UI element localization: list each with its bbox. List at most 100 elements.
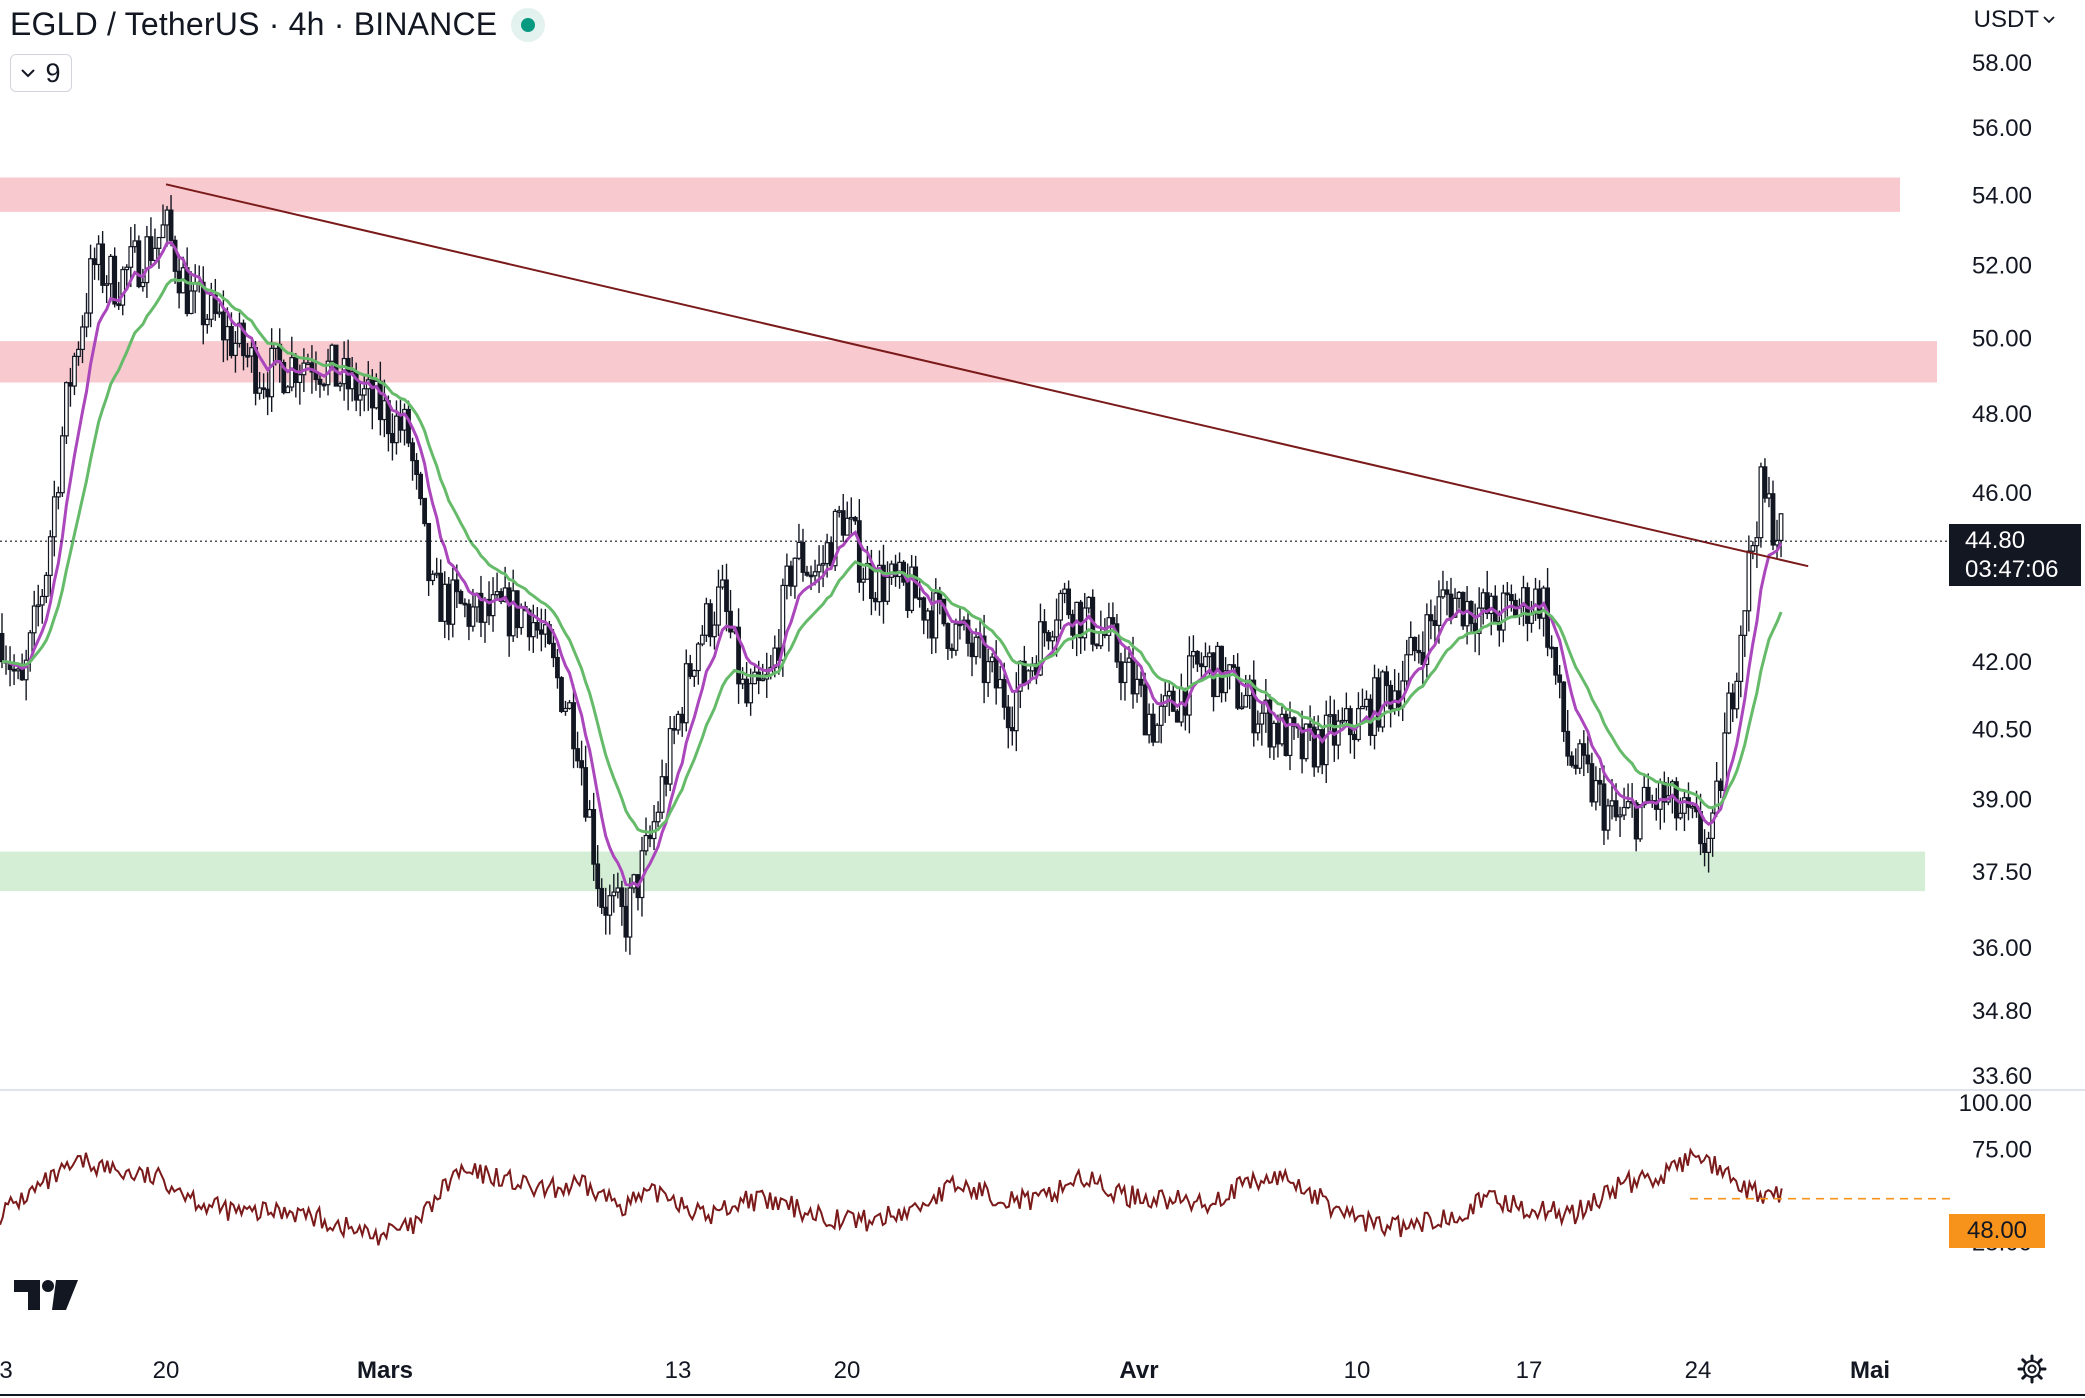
symbol-title[interactable]: EGLD / TetherUS · 4h · BINANCE	[10, 6, 498, 42]
candle-body	[559, 677, 564, 712]
candle-body	[76, 348, 81, 357]
current-price-label: 44.80 03:47:06	[1949, 524, 2081, 586]
price-tick-label: 37.50	[1972, 859, 2032, 886]
indicators-toggle-button[interactable]: 9	[10, 54, 72, 92]
candle-body	[47, 536, 53, 577]
candle-body	[1158, 705, 1164, 726]
candle-body	[1440, 589, 1446, 598]
candle-body	[852, 516, 858, 522]
time-tick-label: Mars	[357, 1357, 413, 1384]
candle-body	[1251, 679, 1257, 734]
candle-body	[269, 347, 275, 398]
candle-body	[856, 520, 862, 583]
candle-body	[1166, 690, 1172, 697]
price-tick-label: 54.00	[1972, 183, 2032, 210]
price-tick-label: 33.60	[1972, 1063, 2032, 1090]
candle-body	[1138, 678, 1144, 686]
candle-body	[683, 663, 689, 724]
candle-body	[124, 266, 130, 271]
candle-body	[957, 623, 963, 627]
rsi-tick-label: 100.00	[1959, 1090, 2032, 1117]
candle-body	[418, 473, 423, 500]
candle-body	[1734, 680, 1740, 710]
candle-body	[1577, 743, 1583, 769]
candle-body	[848, 516, 854, 520]
candle-body	[100, 243, 106, 286]
candle-body	[1645, 786, 1651, 802]
tradingview-logo-icon[interactable]	[14, 1280, 78, 1310]
candle-body	[200, 281, 206, 326]
candle-body	[1066, 588, 1072, 616]
candle-body	[1174, 710, 1180, 723]
price-tick-label: 36.00	[1972, 935, 2032, 962]
candle-body	[1758, 466, 1764, 539]
candle-body	[23, 659, 29, 681]
candle-body	[1625, 801, 1631, 809]
candle-body	[897, 561, 902, 578]
candle-body	[381, 400, 387, 421]
candle-body	[394, 415, 399, 444]
time-tick-label: 20	[153, 1357, 180, 1384]
candle-body	[1706, 837, 1712, 853]
candle-body	[518, 606, 524, 629]
candle-body	[595, 863, 601, 890]
candle-body	[1593, 779, 1599, 803]
ema-slow-line	[1, 277, 1783, 834]
candle-body	[1428, 614, 1434, 622]
candle-body	[1203, 656, 1208, 668]
currency-selector[interactable]: USDT	[1974, 6, 2055, 34]
candle-body	[120, 268, 126, 306]
candle-body	[398, 415, 403, 431]
candle-body	[1589, 763, 1595, 803]
candle-body	[1207, 652, 1212, 658]
candle-body	[19, 668, 25, 681]
candle-body	[965, 619, 971, 644]
candle-body	[1384, 671, 1390, 687]
candle-body	[1436, 596, 1442, 627]
candle-body	[1508, 594, 1514, 602]
candle-body	[15, 668, 21, 672]
candle-body	[997, 678, 1003, 689]
candle-body	[615, 887, 621, 893]
candle-body	[72, 355, 77, 387]
candle-body	[760, 678, 766, 682]
candle-body	[152, 247, 158, 261]
candle-body	[220, 311, 226, 341]
candle-body	[1223, 670, 1229, 694]
candle-body	[31, 605, 37, 634]
candle-body	[788, 565, 794, 587]
candle-body	[800, 541, 806, 573]
candle-body	[490, 594, 496, 617]
candle-body	[1452, 597, 1458, 618]
candle-body	[812, 571, 818, 577]
candle-body	[241, 322, 246, 357]
candle-body	[1504, 592, 1510, 596]
candle-body	[80, 326, 85, 351]
candle-body	[945, 623, 951, 650]
indicator-count: 9	[45, 57, 61, 88]
candle-body	[740, 678, 745, 685]
candle-body	[1750, 545, 1756, 552]
candle-body	[1319, 729, 1325, 766]
candle-body	[1046, 631, 1051, 642]
candle-body	[1388, 684, 1394, 710]
candle-body	[1054, 619, 1059, 638]
candle-body	[454, 579, 460, 593]
candle-body	[514, 590, 520, 629]
candle-body	[1351, 733, 1357, 741]
settings-gear-icon[interactable]	[2017, 1354, 2047, 1384]
candle-body	[462, 602, 468, 606]
candle-body	[1126, 657, 1132, 663]
candle-body	[1239, 706, 1245, 710]
candle-body	[1150, 713, 1156, 743]
candle-body	[824, 542, 830, 565]
time-tick-label: 13	[665, 1357, 692, 1384]
candle-body	[929, 610, 935, 639]
candle-body	[1581, 743, 1587, 756]
candle-body	[1770, 493, 1776, 546]
candle-body	[551, 642, 556, 659]
candle-body	[1098, 631, 1104, 647]
candle-body	[1545, 587, 1551, 648]
candle-body	[1275, 722, 1281, 745]
